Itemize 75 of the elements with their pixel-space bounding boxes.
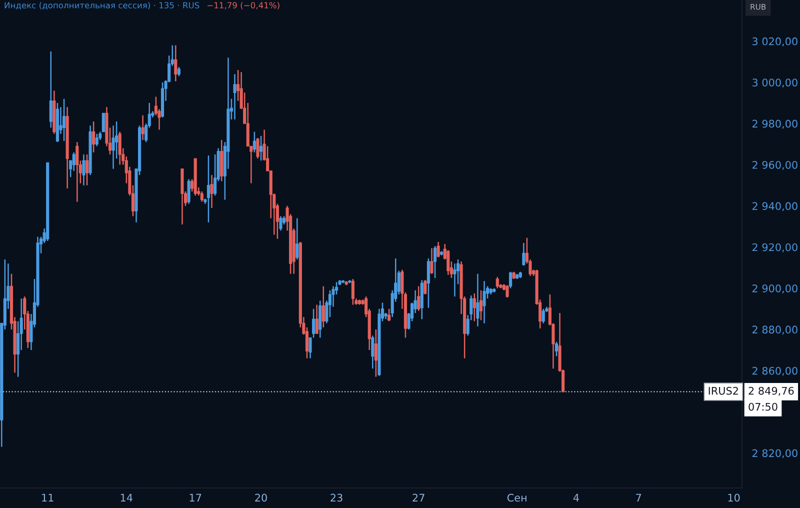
x-tick-label: Сен <box>507 494 526 502</box>
candlestick <box>206 154 210 224</box>
candlestick <box>256 137 260 160</box>
y-tick-label: 2 960,00 <box>752 160 798 170</box>
candlestick <box>430 247 434 274</box>
candlestick <box>522 242 526 266</box>
candlestick <box>252 131 256 153</box>
text: 07:50 <box>748 402 778 411</box>
candlestick <box>118 131 122 166</box>
candlestick <box>476 273 480 327</box>
y-tick-label: 2 900,00 <box>752 284 798 294</box>
annotation: IRUS2 <box>708 386 738 395</box>
y-tick-label: 2 860,00 <box>752 366 798 376</box>
candlestick <box>417 286 420 312</box>
x-tick-label: 27 <box>412 494 424 502</box>
y-tick-label: 3 020,00 <box>752 37 798 46</box>
candlestick <box>82 154 86 186</box>
y-tick-label: 2 820,00 <box>752 449 798 458</box>
ref-line-label: 2 849,76 <box>748 386 794 396</box>
candlestick <box>542 308 545 324</box>
y-tick-label: 3 000,00 <box>752 78 798 88</box>
candlestick <box>200 190 204 202</box>
candlestick <box>187 178 190 204</box>
y-tick-label: 2 940,00 <box>752 202 798 212</box>
candlestick <box>453 262 456 298</box>
candlestick <box>95 133 98 147</box>
candlestick <box>424 279 427 296</box>
candlestick <box>388 308 391 322</box>
candlestick <box>312 308 316 338</box>
candlestick <box>141 114 144 141</box>
x-tick-label: 7 <box>636 494 642 502</box>
x-tick-label: 10 <box>728 494 740 502</box>
chart-title: Индекс (дополнительная сессия) · 135 · RUS <box>4 2 200 10</box>
y-tick-label: 2 920,00 <box>752 243 798 252</box>
x-tick-label: 23 <box>330 494 342 502</box>
candlestick <box>233 74 236 120</box>
candlestick <box>351 278 354 306</box>
chart-subtitle: −11,79 (−0,41%) <box>208 2 280 10</box>
y-tick-label: 2 880,00 <box>752 326 798 335</box>
x-tick-label: 20 <box>255 494 267 502</box>
x-tick-label: 14 <box>120 494 132 502</box>
x-tick-label: 17 <box>190 494 202 502</box>
candlestick <box>371 335 374 370</box>
candlestick <box>509 271 512 289</box>
candlestick <box>482 280 486 324</box>
candlestick <box>72 152 76 172</box>
x-tick-label: 4 <box>573 494 579 502</box>
candlestick <box>102 112 105 132</box>
candlestick <box>85 154 89 186</box>
candlestick <box>92 120 96 153</box>
candlestick <box>496 276 499 289</box>
candlestick <box>177 66 180 77</box>
candlestick <box>174 44 178 82</box>
candlestick <box>554 341 558 357</box>
candlestick <box>472 292 476 322</box>
candlestick <box>259 135 263 162</box>
candlestick <box>426 258 430 308</box>
candlestick <box>62 98 66 142</box>
candlestick <box>436 241 440 258</box>
y-tick-label: 2 980,00 <box>752 120 798 129</box>
candlestick <box>112 124 115 170</box>
candlestick <box>296 218 299 260</box>
candlestick <box>279 216 282 232</box>
candlestick <box>315 304 318 334</box>
candlestick <box>479 290 483 321</box>
candlestick <box>374 328 378 378</box>
candlestick <box>308 337 312 359</box>
candlestick <box>210 174 214 209</box>
candlestick <box>318 300 322 338</box>
candlestick <box>76 141 79 202</box>
candlestick <box>506 284 509 298</box>
candlestick <box>322 286 325 328</box>
candlestick <box>433 245 437 279</box>
candlestick <box>49 50 52 128</box>
x-tick-label: 11 <box>42 494 54 502</box>
